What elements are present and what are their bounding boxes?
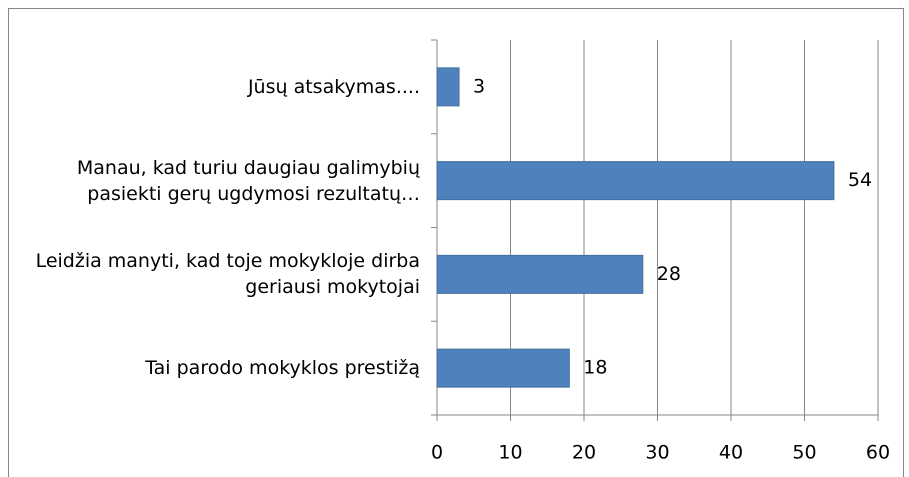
y-tick-label: Tai parodo mokyklos prestižą xyxy=(145,357,420,380)
y-tick-label: Jūsų atsakymas.... xyxy=(247,75,420,98)
x-tick-label: 50 xyxy=(792,442,816,464)
bar xyxy=(436,67,460,107)
y-tick-label: Manau, kad turiu daugiau galimybių pasie… xyxy=(76,156,420,205)
chart-border xyxy=(8,8,904,477)
x-tick-label: 40 xyxy=(719,442,743,464)
bar xyxy=(436,348,570,388)
data-label: 28 xyxy=(657,263,681,285)
x-tick-label: 0 xyxy=(431,442,443,464)
bar xyxy=(436,161,835,201)
x-tick-label: 60 xyxy=(866,442,890,464)
x-tick-label: 20 xyxy=(572,442,596,464)
x-tick-label: 10 xyxy=(498,442,522,464)
data-label: 54 xyxy=(848,169,872,191)
data-label: 18 xyxy=(583,357,607,379)
bar xyxy=(436,254,644,294)
y-tick-label: Leidžia manyti, kad toje mokykloje dirba… xyxy=(35,250,420,299)
x-tick-label: 30 xyxy=(645,442,669,464)
data-label: 3 xyxy=(473,75,485,97)
